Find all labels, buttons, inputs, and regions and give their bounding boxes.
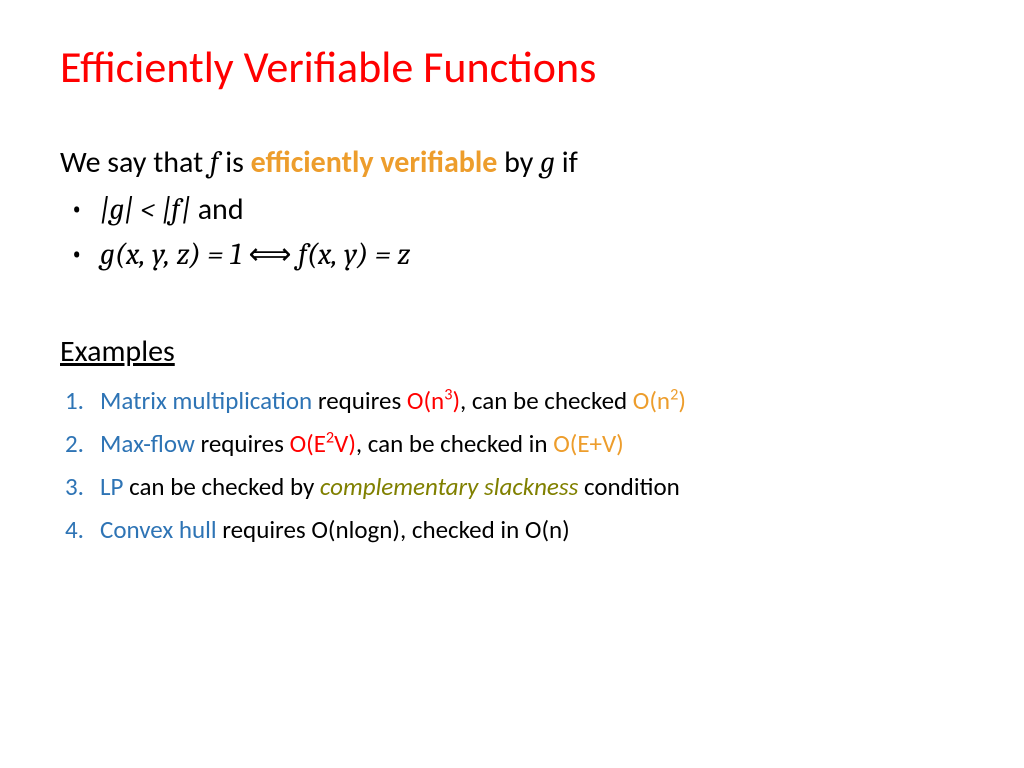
e3-emph: complementary slackness xyxy=(320,471,578,502)
e4-topic: Convex hull xyxy=(100,514,217,545)
definition-line: We say that f is efficiently verifiable … xyxy=(60,144,964,181)
e1-c1a: O(n xyxy=(407,385,444,416)
b2-rhs: f(x, y) = z xyxy=(298,237,410,272)
e3-topic: LP xyxy=(100,471,123,502)
examples-heading: Examples xyxy=(60,333,964,370)
b1-tail: and xyxy=(191,191,244,228)
e2-t2: , can be checked in xyxy=(356,428,553,459)
def-g: g xyxy=(540,145,555,180)
e3-t2: condition xyxy=(578,471,679,502)
e2-c2: O(E+V) xyxy=(553,428,624,459)
e2-c1b: 2 xyxy=(326,429,334,448)
e2-t1: requires xyxy=(195,428,290,459)
def-highlight: efficiently verifiable xyxy=(251,144,498,181)
e2-c1a: O(E xyxy=(290,428,326,459)
b2-lhs: g(x, y, z) = 1 xyxy=(100,237,242,272)
definition-bullets: |g| < |f| and g(x, y, z) = 1 ⟺ f(x, y) =… xyxy=(60,191,964,273)
def-mid1: is xyxy=(218,144,250,181)
e3-t1: can be checked by xyxy=(123,471,319,502)
example-1: Matrix multiplication requires O(n3), ca… xyxy=(65,385,964,416)
b2-iff: ⟺ xyxy=(242,236,299,273)
e1-t2: , can be checked xyxy=(460,385,633,416)
example-3: LP can be checked by complementary slack… xyxy=(65,471,964,502)
e1-c2a: O(n xyxy=(633,385,670,416)
e4-t1: requires O(nlogn), checked in O(n) xyxy=(217,514,570,545)
e1-topic: Matrix multiplication xyxy=(100,385,312,416)
e2-topic: Max-flow xyxy=(100,428,195,459)
e1-t1: requires xyxy=(312,385,407,416)
e2-c1c: V) xyxy=(334,428,356,459)
slide-title: Efficiently Verifiable Functions xyxy=(60,40,964,94)
def-prefix: We say that xyxy=(60,144,210,181)
bullet-1: |g| < |f| and xyxy=(70,191,964,228)
def-mid2: by xyxy=(497,144,540,181)
e1-c2: O(n2) xyxy=(633,385,686,416)
b1-expr: |g| < |f| xyxy=(100,192,191,227)
example-4: Convex hull requires O(nlogn), checked i… xyxy=(65,514,964,545)
e1-c1c: ) xyxy=(452,385,460,416)
example-2: Max-flow requires O(E2V), can be checked… xyxy=(65,428,964,459)
examples-list: Matrix multiplication requires O(n3), ca… xyxy=(60,385,964,545)
e1-c2c: ) xyxy=(678,385,686,416)
def-suffix: if xyxy=(555,144,578,181)
bullet-2: g(x, y, z) = 1 ⟺ f(x, y) = z xyxy=(70,236,964,273)
e1-c1: O(n3) xyxy=(407,385,460,416)
e2-c1: O(E2V) xyxy=(290,428,356,459)
